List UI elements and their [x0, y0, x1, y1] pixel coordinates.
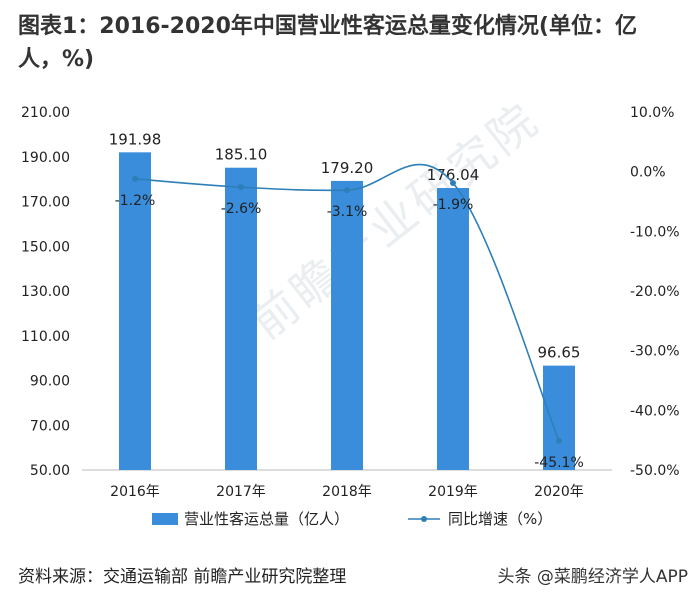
- y-left-tick-label: 110.00: [21, 329, 70, 345]
- bar-value-label: 179.20: [321, 159, 374, 177]
- growth-rate-point: [238, 184, 244, 191]
- growth-rate-label: -1.2%: [115, 193, 156, 209]
- y-right-tick-label: 10.0%: [630, 105, 674, 121]
- chart-title: 图表1：2016-2020年中国营业性客运总量变化情况(单位：亿人，%): [18, 14, 637, 72]
- chart: 50.00 70.00 90.00 110.00 130.00 150.00 170.00 1…: [21, 105, 680, 528]
- growth-rate-point: [556, 437, 562, 444]
- bar: [119, 152, 151, 470]
- bar-value-label: 191.98: [109, 130, 162, 148]
- y-left-tick-label: 190.00: [21, 150, 70, 166]
- growth-rate-line: [134, 163, 560, 442]
- footer: 资料来源：交通运输部 前瞻产业研究院整理 头条 @菜鹏经济学人APP: [18, 562, 688, 592]
- y-left-tick-label: 170.00: [21, 195, 70, 211]
- growth-rate-label: -1.9%: [433, 197, 474, 213]
- y-left-tick-label: 210.00: [21, 105, 70, 121]
- y-right-tick-label: -30.0%: [630, 344, 680, 360]
- growth-rate-point: [132, 175, 138, 182]
- y-left-tick-label: 150.00: [21, 239, 70, 255]
- bar-value-label: 185.10: [215, 146, 268, 164]
- y-left-tick-label: 130.00: [21, 284, 70, 300]
- legend-swatch-point: [421, 516, 427, 522]
- y-left-tick-label: 70.00: [30, 418, 70, 434]
- x-tick-label: 2017年: [216, 484, 266, 500]
- x-tick-label: 2020年: [534, 484, 584, 500]
- bar: [331, 180, 363, 471]
- bar: [225, 167, 257, 470]
- growth-rate-label: -2.6%: [221, 201, 262, 217]
- x-tick-label: 2019年: [428, 484, 478, 500]
- x-tick-label: 2016年: [110, 484, 160, 500]
- legend-label-line: 同比增速（%）: [448, 510, 552, 528]
- growth-rate-label: -3.1%: [327, 204, 368, 220]
- bar: [437, 187, 469, 470]
- legend-swatch-bar: [152, 513, 178, 525]
- growth-rate-point: [450, 180, 456, 187]
- y-left-tick-label: 90.00: [30, 374, 70, 390]
- y-right-tick-label: -20.0%: [630, 284, 680, 300]
- y-right-tick-label: -50.0%: [630, 463, 680, 479]
- y-right-tick-label: -10.0%: [630, 224, 680, 240]
- y-right-tick-label: 0.0%: [630, 165, 666, 181]
- growth-rate-label: -45.1%: [534, 455, 584, 471]
- source-note: 资料来源：交通运输部 前瞻产业研究院整理: [18, 567, 347, 587]
- bar-value-label: 96.65: [538, 344, 581, 362]
- bar: [543, 365, 575, 470]
- legend-label-bar: 营业性客运总量（亿人）: [184, 510, 349, 528]
- platform-watermark: 头条 @菜鹏经济学人APP: [497, 567, 688, 587]
- y-right-tick-label: -40.0%: [630, 403, 680, 419]
- y-left-tick-label: 50.00: [30, 463, 70, 479]
- x-tick-label: 2018年: [322, 484, 372, 500]
- growth-rate-point: [344, 187, 350, 194]
